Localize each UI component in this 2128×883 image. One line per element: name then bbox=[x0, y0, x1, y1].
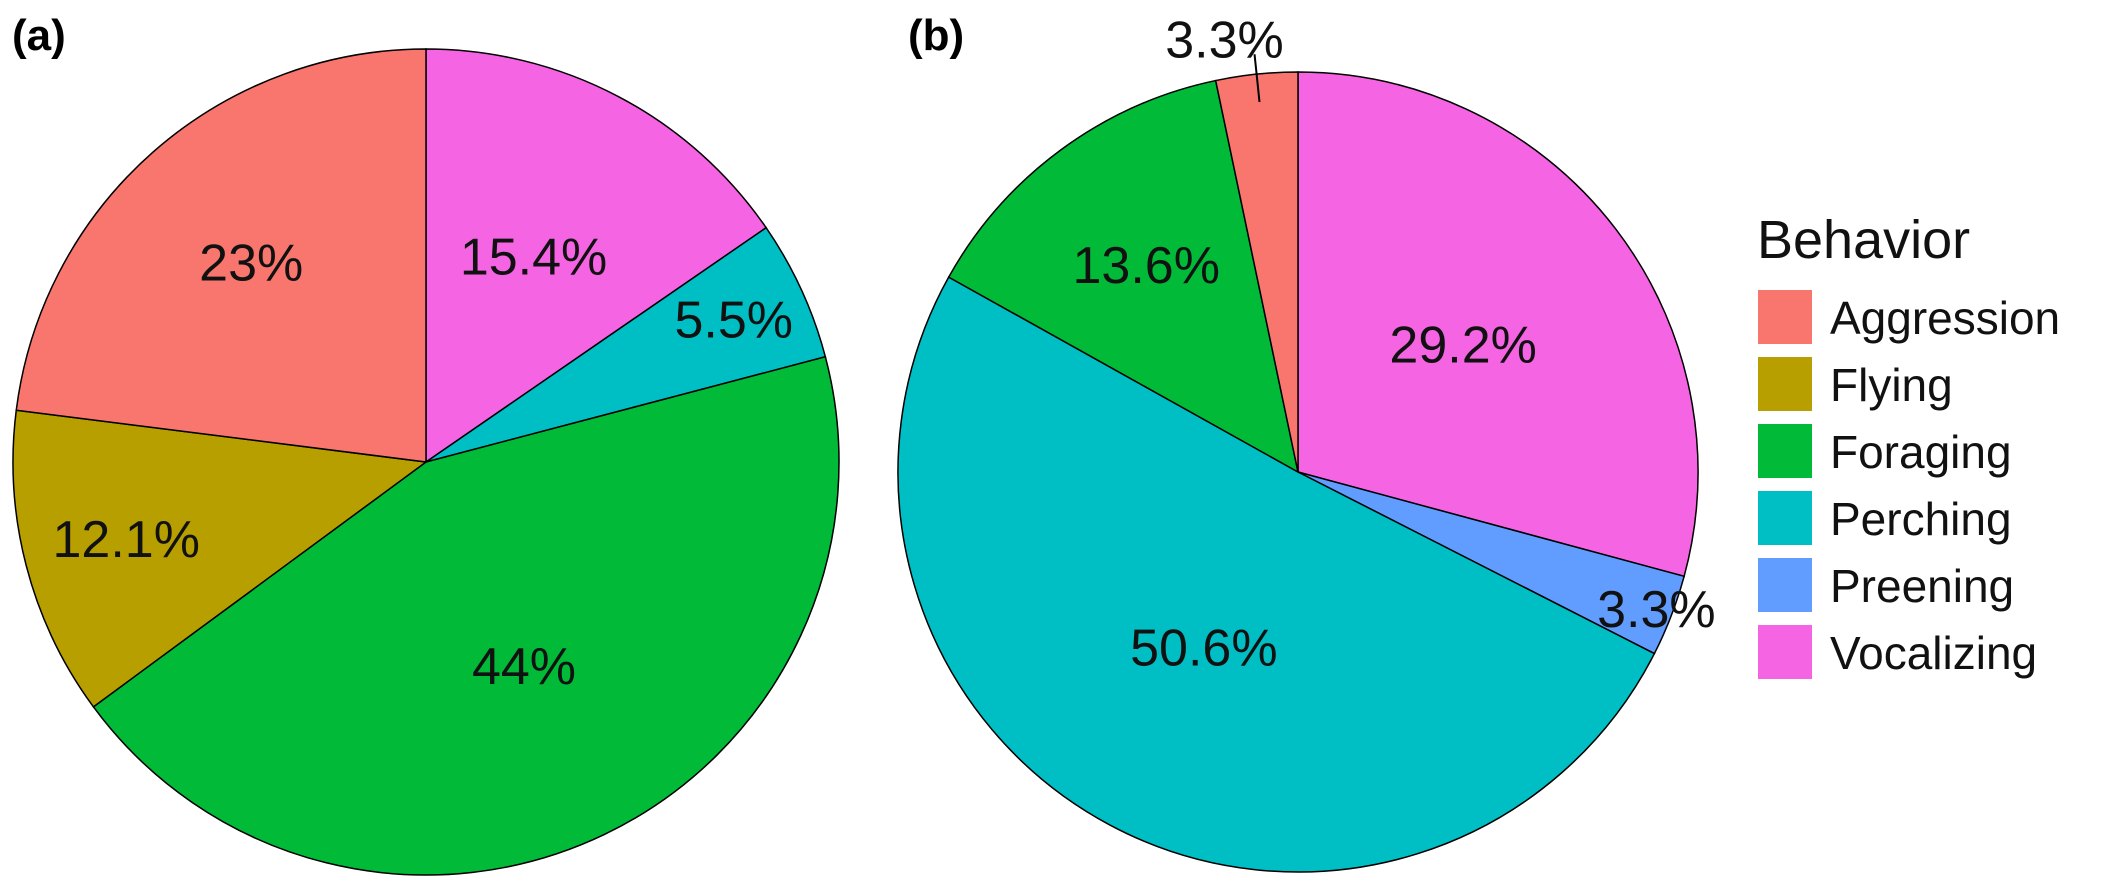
pie-slice-vocalizing bbox=[425, 48, 768, 464]
slice-label-aggression: 3.3% bbox=[1165, 11, 1284, 69]
slice-label-foraging: 44% bbox=[472, 638, 576, 696]
pie-slice-vocalizing bbox=[1297, 71, 1699, 578]
slice-label-foraging: 13.6% bbox=[1073, 237, 1220, 295]
legend-label-flying: Flying bbox=[1830, 359, 1953, 411]
pie-slice-aggression bbox=[15, 48, 427, 463]
legend-swatch-foraging bbox=[1758, 424, 1812, 478]
legend-swatch-flying bbox=[1758, 357, 1812, 411]
legend-label-vocalizing: Vocalizing bbox=[1830, 627, 2037, 679]
legend-label-preening: Preening bbox=[1830, 560, 2014, 612]
legend-swatch-perching bbox=[1758, 491, 1812, 545]
pie-slice-foraging bbox=[92, 355, 840, 876]
slice-label-aggression: 23% bbox=[199, 235, 303, 293]
leader-line-aggression bbox=[1253, 54, 1261, 103]
pie-chart-b: 29.2% 3.3% 50.6% 13.6% 3.3% bbox=[897, 11, 1716, 873]
panel-label-b: (b) bbox=[908, 11, 964, 60]
legend-label-aggression: Aggression bbox=[1830, 292, 2060, 344]
pie-slice-flying bbox=[12, 409, 428, 708]
legend-label-foraging: Foraging bbox=[1830, 426, 2012, 478]
pie-slice-foraging bbox=[947, 79, 1300, 474]
legend: Behavior Aggression Flying Foraging Perchin… bbox=[1757, 210, 2060, 679]
legend-title: Behavior bbox=[1757, 210, 1970, 270]
legend-swatch-vocalizing bbox=[1758, 625, 1812, 679]
slice-label-vocalizing: 15.4% bbox=[460, 228, 607, 286]
legend-swatch-aggression bbox=[1758, 290, 1812, 344]
pie-slice-perching bbox=[425, 226, 827, 463]
pie-slice-perching bbox=[897, 276, 1656, 873]
legend-label-perching: Perching bbox=[1830, 493, 2012, 545]
panel-label-a: (a) bbox=[12, 11, 66, 60]
slice-label-perching: 5.5% bbox=[675, 292, 794, 350]
pie-chart-a: 15.4% 5.5% 44% 12.1% 23% bbox=[12, 48, 840, 876]
slice-label-flying: 12.1% bbox=[52, 511, 199, 569]
legend-swatch-preening bbox=[1758, 558, 1812, 612]
slice-label-perching: 50.6% bbox=[1130, 619, 1277, 677]
slice-label-vocalizing: 29.2% bbox=[1389, 317, 1536, 375]
slice-label-preening: 3.3% bbox=[1597, 581, 1716, 639]
